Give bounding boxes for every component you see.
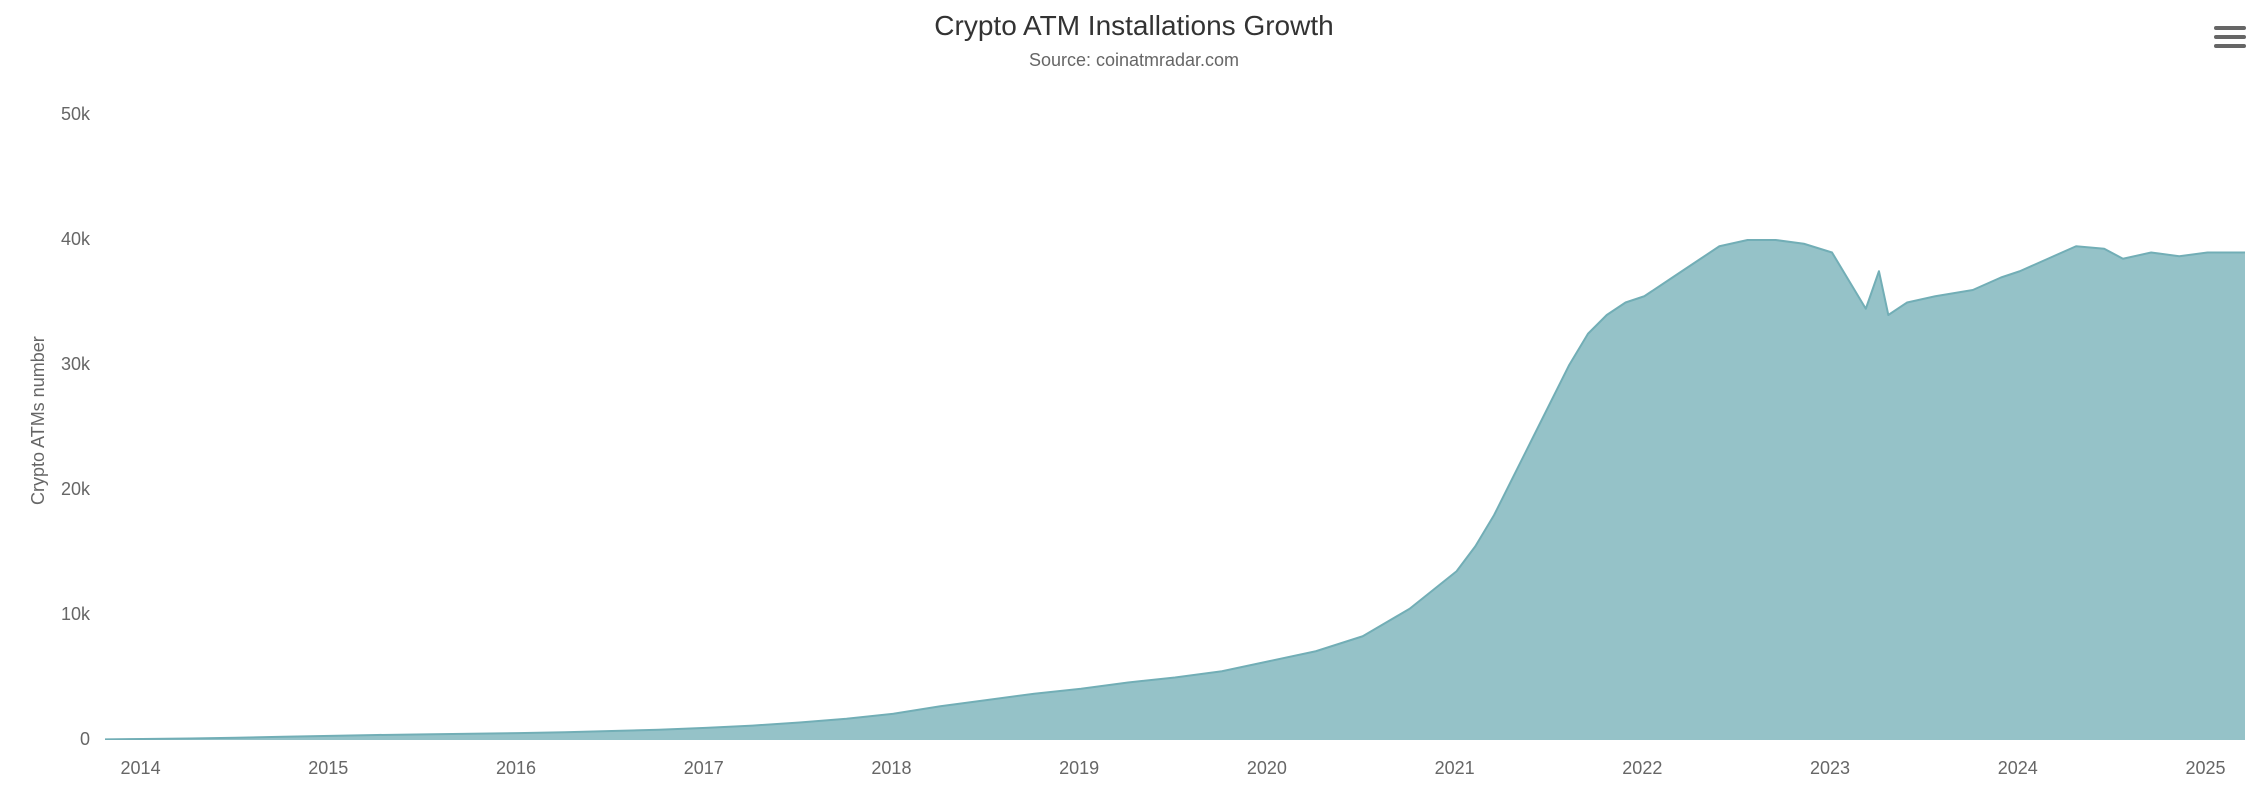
x-tick-label: 2018 (871, 758, 911, 779)
hamburger-icon (2214, 26, 2246, 30)
x-tick-label: 2015 (308, 758, 348, 779)
x-tick-label: 2024 (1998, 758, 2038, 779)
x-tick-label: 2020 (1247, 758, 1287, 779)
chart-menu-button[interactable] (2212, 22, 2248, 52)
y-tick-label: 0 (80, 729, 90, 750)
chart-container: Crypto ATM Installations Growth Source: … (0, 0, 2268, 794)
y-tick-label: 30k (61, 354, 90, 375)
x-tick-label: 2014 (121, 758, 161, 779)
y-axis-title: Crypto ATMs number (28, 336, 49, 505)
area-series[interactable] (105, 240, 2245, 740)
chart-subtitle: Source: coinatmradar.com (0, 50, 2268, 71)
y-tick-label: 50k (61, 104, 90, 125)
chart-plot-area (105, 90, 2245, 740)
x-tick-label: 2016 (496, 758, 536, 779)
x-tick-label: 2019 (1059, 758, 1099, 779)
x-tick-label: 2023 (1810, 758, 1850, 779)
x-tick-label: 2017 (684, 758, 724, 779)
chart-title: Crypto ATM Installations Growth (0, 10, 2268, 42)
y-tick-label: 20k (61, 479, 90, 500)
x-tick-label: 2021 (1435, 758, 1475, 779)
y-tick-label: 10k (61, 604, 90, 625)
x-tick-label: 2022 (1622, 758, 1662, 779)
x-tick-label: 2025 (2185, 758, 2225, 779)
y-tick-label: 40k (61, 229, 90, 250)
